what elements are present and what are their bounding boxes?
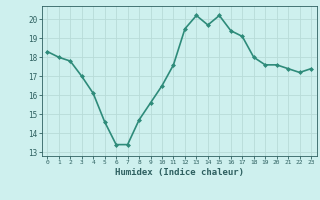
- X-axis label: Humidex (Indice chaleur): Humidex (Indice chaleur): [115, 168, 244, 177]
